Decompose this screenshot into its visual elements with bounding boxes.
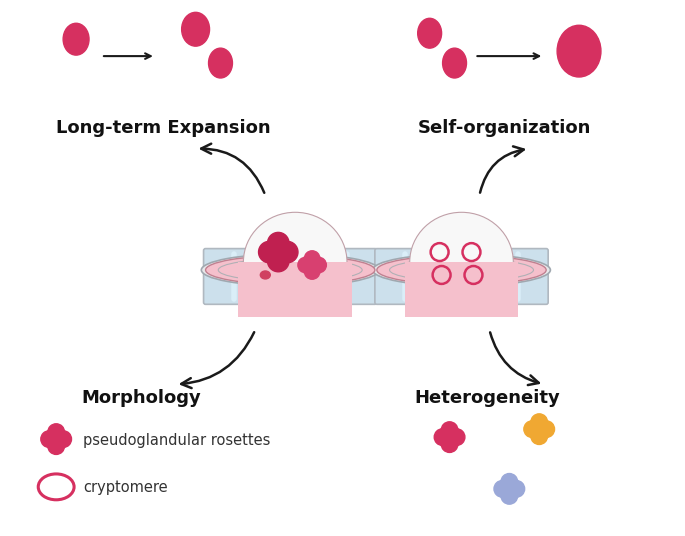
Circle shape <box>268 233 289 254</box>
FancyBboxPatch shape <box>375 249 548 304</box>
Circle shape <box>508 480 525 497</box>
Circle shape <box>258 241 280 263</box>
Ellipse shape <box>260 271 271 279</box>
Circle shape <box>441 422 458 438</box>
Circle shape <box>441 436 458 452</box>
FancyBboxPatch shape <box>203 249 377 304</box>
Circle shape <box>501 487 518 504</box>
Ellipse shape <box>182 12 210 46</box>
Circle shape <box>277 241 298 263</box>
Ellipse shape <box>443 48 466 78</box>
Ellipse shape <box>373 254 551 286</box>
Circle shape <box>48 438 64 455</box>
Circle shape <box>531 428 547 444</box>
Text: Long-term Expansion: Long-term Expansion <box>56 119 271 137</box>
Circle shape <box>311 257 326 273</box>
Circle shape <box>448 429 465 445</box>
Text: Morphology: Morphology <box>81 389 201 407</box>
Circle shape <box>434 429 451 445</box>
Ellipse shape <box>418 18 442 48</box>
Circle shape <box>304 251 320 266</box>
Text: Self-organization: Self-organization <box>418 119 591 137</box>
Ellipse shape <box>243 212 347 312</box>
Circle shape <box>55 431 71 448</box>
Circle shape <box>494 480 511 497</box>
Circle shape <box>524 421 540 437</box>
Circle shape <box>298 257 314 273</box>
Circle shape <box>304 264 320 279</box>
Circle shape <box>501 473 518 490</box>
Text: pseudoglandular rosettes: pseudoglandular rosettes <box>83 433 271 448</box>
Circle shape <box>48 424 64 441</box>
Ellipse shape <box>206 256 375 285</box>
Circle shape <box>531 414 547 430</box>
Circle shape <box>268 250 289 272</box>
Text: Heterogeneity: Heterogeneity <box>414 389 560 407</box>
Ellipse shape <box>208 48 232 78</box>
Ellipse shape <box>377 256 546 285</box>
Ellipse shape <box>63 23 89 55</box>
Circle shape <box>538 421 555 437</box>
Circle shape <box>41 431 58 448</box>
Text: cryptomere: cryptomere <box>83 480 168 495</box>
Bar <box>405 262 519 317</box>
Bar <box>238 262 352 317</box>
Ellipse shape <box>201 254 379 286</box>
Ellipse shape <box>557 25 601 77</box>
Ellipse shape <box>410 212 513 312</box>
